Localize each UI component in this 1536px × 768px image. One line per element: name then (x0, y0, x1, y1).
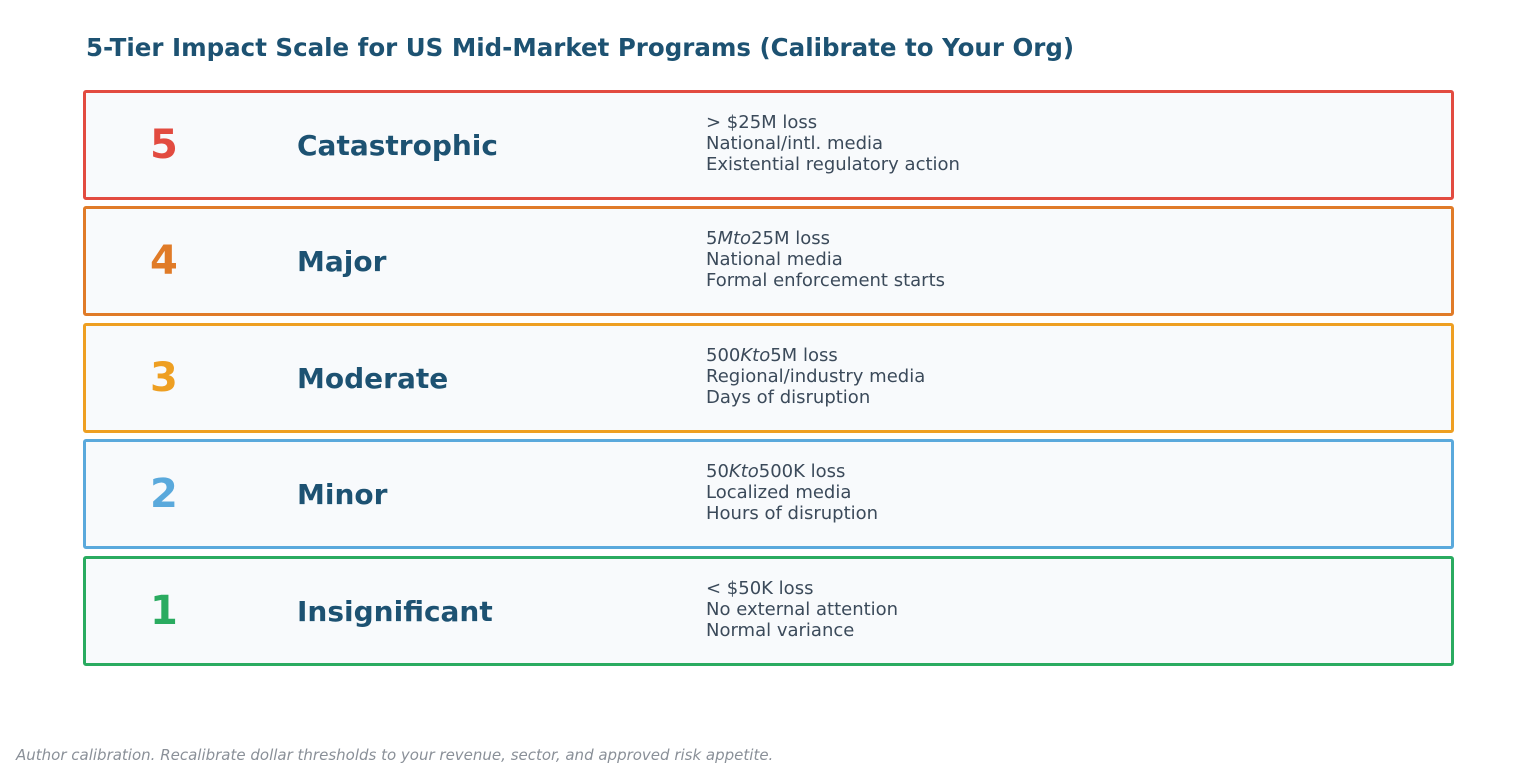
tier-description-line: 500Kto5M loss (706, 345, 925, 366)
tier-description: > $25M loss National/intl. media Existen… (706, 112, 960, 175)
loss-range-end: 500K loss (758, 461, 846, 482)
tier-description: < $50K loss No external attention Normal… (706, 578, 898, 641)
tier-description-line: Days of disruption (706, 387, 871, 408)
tier-number: 5 (150, 122, 178, 168)
tier-label: Moderate (297, 361, 449, 395)
tier-label: Major (297, 244, 387, 278)
tier-description-line: No external attention (706, 599, 899, 620)
tier-description: 500Kto5M loss Regional/industry media Da… (706, 345, 925, 408)
tier-description-line: 5Mto25M loss (706, 228, 945, 249)
tier-description-line: Localized media (706, 482, 852, 503)
tier-row-4: 4 Major 5Mto25M loss National media Form… (83, 206, 1454, 316)
loss-range-end: 25M loss (751, 228, 830, 249)
tier-description-line: < $50K loss (706, 578, 814, 599)
tier-number: 1 (150, 588, 178, 634)
tier-row-1: 1 Insignificant < $50K loss No external … (83, 556, 1454, 666)
loss-range-start: 5 (706, 228, 718, 249)
tier-number: 3 (150, 355, 178, 401)
tier-label: Minor (297, 477, 388, 511)
tier-description-line: 50Kto500K loss (706, 461, 878, 482)
tier-row-3: 3 Moderate 500Kto5M loss Regional/indust… (83, 323, 1454, 433)
loss-range-start: 50 (706, 461, 729, 482)
tier-number: 2 (150, 471, 178, 517)
loss-range-connector: Mto (717, 228, 752, 249)
tier-description-line: > $25M loss (706, 112, 818, 133)
tier-description-line: Hours of disruption (706, 503, 879, 524)
tier-description-line: Normal variance (706, 620, 855, 641)
loss-range-start: 500 (706, 345, 741, 366)
tier-description-line: Existential regulatory action (706, 154, 960, 175)
loss-range-connector: Kto (728, 461, 759, 482)
tier-description: 5Mto25M loss National media Formal enfor… (706, 228, 945, 291)
tier-description-line: National media (706, 249, 843, 270)
loss-range-connector: Kto (740, 345, 771, 366)
tier-description-line: Regional/industry media (706, 366, 926, 387)
loss-range-end: 5M loss (770, 345, 838, 366)
tier-number: 4 (150, 238, 178, 284)
tier-label: Insignificant (297, 594, 493, 628)
tier-description-line: National/intl. media (706, 133, 884, 154)
footnote: Author calibration. Recalibrate dollar t… (16, 746, 774, 764)
tier-row-2: 2 Minor 50Kto500K loss Localized media H… (83, 439, 1454, 549)
tier-description: 50Kto500K loss Localized media Hours of … (706, 461, 878, 524)
tier-description-line: Formal enforcement starts (706, 270, 946, 291)
tier-label: Catastrophic (297, 128, 498, 162)
page-title: 5-Tier Impact Scale for US Mid-Market Pr… (86, 33, 1075, 62)
tier-row-5: 5 Catastrophic > $25M loss National/intl… (83, 90, 1454, 200)
